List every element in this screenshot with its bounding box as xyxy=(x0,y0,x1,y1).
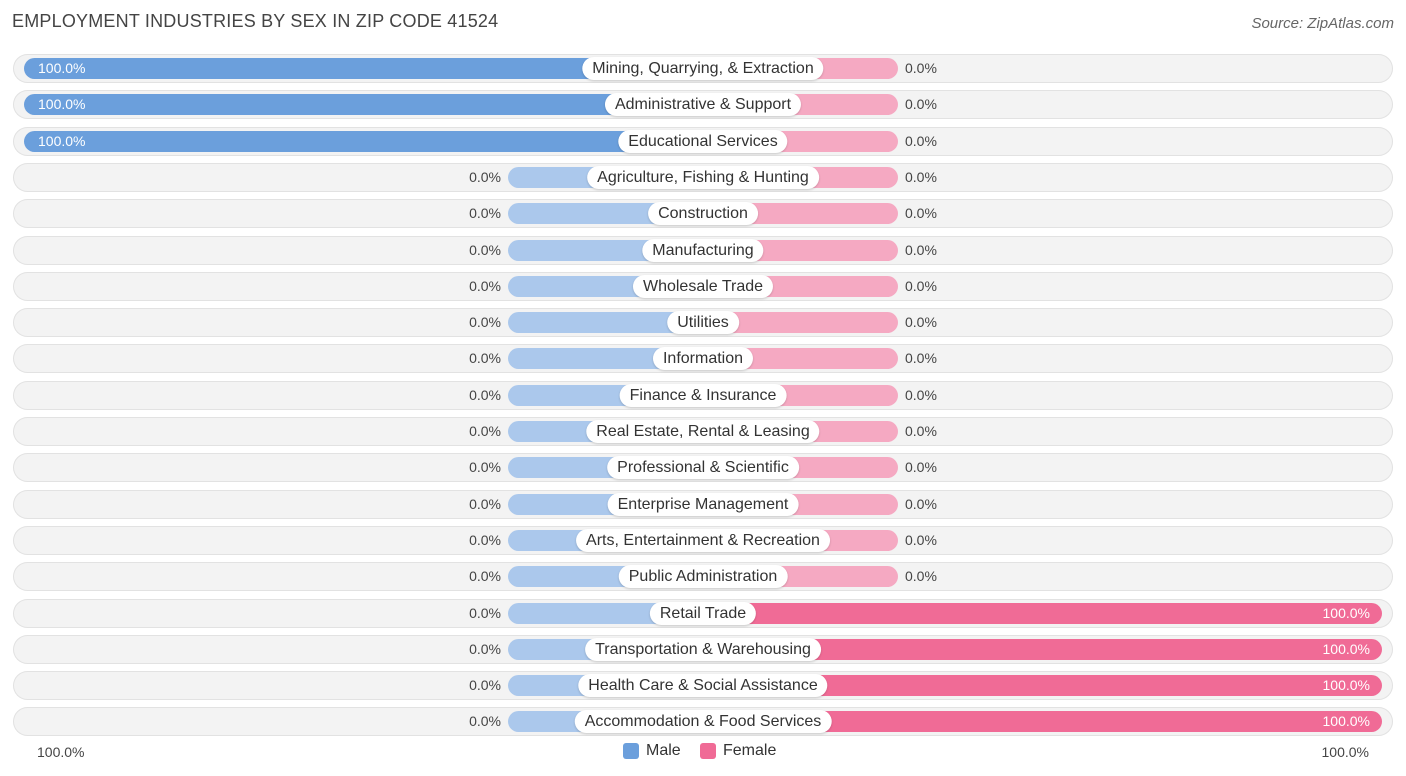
value-label-male: 0.0% xyxy=(469,205,501,221)
bar-female xyxy=(703,711,1382,732)
category-label: Utilities xyxy=(667,311,739,334)
value-label-male: 0.0% xyxy=(469,423,501,439)
value-label-female: 0.0% xyxy=(905,496,937,512)
chart-row: 0.0% 0.0% Utilities xyxy=(13,308,1393,337)
source-credit: Source: ZipAtlas.com xyxy=(1251,15,1394,32)
value-label-male: 100.0% xyxy=(38,60,86,76)
category-label: Finance & Insurance xyxy=(619,384,787,407)
chart-row: 0.0% 0.0% Professional & Scientific xyxy=(13,453,1393,482)
chart-row: 0.0% 100.0% Retail Trade xyxy=(13,599,1393,628)
value-label-male: 0.0% xyxy=(469,278,501,294)
chart-row: 100.0% 0.0% Administrative & Support xyxy=(13,90,1393,119)
value-label-male: 100.0% xyxy=(38,96,86,112)
chart-row: 100.0% 0.0% Educational Services xyxy=(13,127,1393,156)
category-label: Health Care & Social Assistance xyxy=(578,674,828,697)
value-label-female: 100.0% xyxy=(1322,605,1370,621)
legend-item-male[interactable]: Male xyxy=(623,742,681,760)
value-label-female: 100.0% xyxy=(1322,713,1370,729)
bar-female xyxy=(703,675,1382,696)
value-label-male: 0.0% xyxy=(469,314,501,330)
legend-label-female: Female xyxy=(723,742,777,759)
value-label-female: 100.0% xyxy=(1322,677,1370,693)
category-label: Information xyxy=(652,347,754,370)
value-label-female: 0.0% xyxy=(905,532,937,548)
legend-label-male: Male xyxy=(646,742,681,759)
category-label: Manufacturing xyxy=(642,239,764,262)
chart-row: 0.0% 0.0% Construction xyxy=(13,199,1393,228)
chart-row: 0.0% 0.0% Arts, Entertainment & Recreation xyxy=(13,526,1393,555)
category-label: Arts, Entertainment & Recreation xyxy=(576,529,830,552)
value-label-female: 0.0% xyxy=(905,133,937,149)
value-label-female: 0.0% xyxy=(905,96,937,112)
value-label-female: 0.0% xyxy=(905,169,937,185)
category-label: Construction xyxy=(648,202,758,225)
value-label-male: 0.0% xyxy=(469,242,501,258)
chart-row: 0.0% 0.0% Enterprise Management xyxy=(13,490,1393,519)
value-label-male: 0.0% xyxy=(469,641,501,657)
axis-left-label: 100.0% xyxy=(37,744,85,760)
category-label: Transportation & Warehousing xyxy=(585,638,821,661)
value-label-female: 0.0% xyxy=(905,205,937,221)
chart-row: 0.0% 0.0% Public Administration xyxy=(13,562,1393,591)
bar-male xyxy=(508,312,703,333)
chart-row: 0.0% 0.0% Real Estate, Rental & Leasing xyxy=(13,417,1393,446)
value-label-female: 0.0% xyxy=(905,568,937,584)
category-label: Enterprise Management xyxy=(607,493,799,516)
value-label-male: 0.0% xyxy=(469,713,501,729)
bar-female xyxy=(703,312,898,333)
bar-female xyxy=(703,639,1382,660)
chart-row: 0.0% 100.0% Accommodation & Food Services xyxy=(13,707,1393,736)
bar-male xyxy=(24,58,703,79)
category-label: Accommodation & Food Services xyxy=(574,710,832,733)
value-label-male: 0.0% xyxy=(469,532,501,548)
category-label: Retail Trade xyxy=(649,602,757,625)
chart-row: 100.0% 0.0% Mining, Quarrying, & Extractio… xyxy=(13,54,1393,83)
category-label: Professional & Scientific xyxy=(607,456,799,479)
axis-right-label: 100.0% xyxy=(1321,744,1369,760)
value-label-male: 0.0% xyxy=(469,677,501,693)
category-label: Real Estate, Rental & Leasing xyxy=(586,420,820,443)
legend-item-female[interactable]: Female xyxy=(700,742,776,760)
value-label-female: 0.0% xyxy=(905,60,937,76)
value-label-male: 0.0% xyxy=(469,496,501,512)
value-label-female: 0.0% xyxy=(905,350,937,366)
legend-swatch-female xyxy=(700,743,716,759)
chart-row: 0.0% 0.0% Information xyxy=(13,344,1393,373)
value-label-female: 0.0% xyxy=(905,423,937,439)
chart-row: 0.0% 0.0% Finance & Insurance xyxy=(13,381,1393,410)
value-label-female: 100.0% xyxy=(1322,641,1370,657)
value-label-male: 0.0% xyxy=(469,387,501,403)
value-label-female: 0.0% xyxy=(905,278,937,294)
chart-row: 0.0% 100.0% Health Care & Social Assistanc… xyxy=(13,671,1393,700)
bar-male xyxy=(24,131,703,152)
value-label-female: 0.0% xyxy=(905,387,937,403)
value-label-female: 0.0% xyxy=(905,459,937,475)
chart-row: 0.0% 0.0% Wholesale Trade xyxy=(13,272,1393,301)
legend-swatch-male xyxy=(623,743,639,759)
value-label-male: 100.0% xyxy=(38,133,86,149)
chart-title: EMPLOYMENT INDUSTRIES BY SEX IN ZIP CODE… xyxy=(12,11,499,31)
category-label: Public Administration xyxy=(618,565,788,588)
chart-row: 0.0% 0.0% Agriculture, Fishing & Hunting xyxy=(13,163,1393,192)
bar-male xyxy=(24,94,703,115)
category-label: Educational Services xyxy=(618,130,788,153)
category-label: Agriculture, Fishing & Hunting xyxy=(587,166,819,189)
value-label-female: 0.0% xyxy=(905,242,937,258)
category-label: Wholesale Trade xyxy=(632,275,774,298)
value-label-male: 0.0% xyxy=(469,459,501,475)
chart-row: 0.0% 0.0% Manufacturing xyxy=(13,236,1393,265)
legend: Male Female xyxy=(0,742,1406,762)
value-label-male: 0.0% xyxy=(469,169,501,185)
value-label-female: 0.0% xyxy=(905,314,937,330)
bar-female xyxy=(703,603,1382,624)
value-label-male: 0.0% xyxy=(469,605,501,621)
category-label: Mining, Quarrying, & Extraction xyxy=(582,57,824,80)
chart-row: 0.0% 100.0% Transportation & Warehousing xyxy=(13,635,1393,664)
category-label: Administrative & Support xyxy=(604,93,802,116)
value-label-male: 0.0% xyxy=(469,568,501,584)
value-label-male: 0.0% xyxy=(469,350,501,366)
